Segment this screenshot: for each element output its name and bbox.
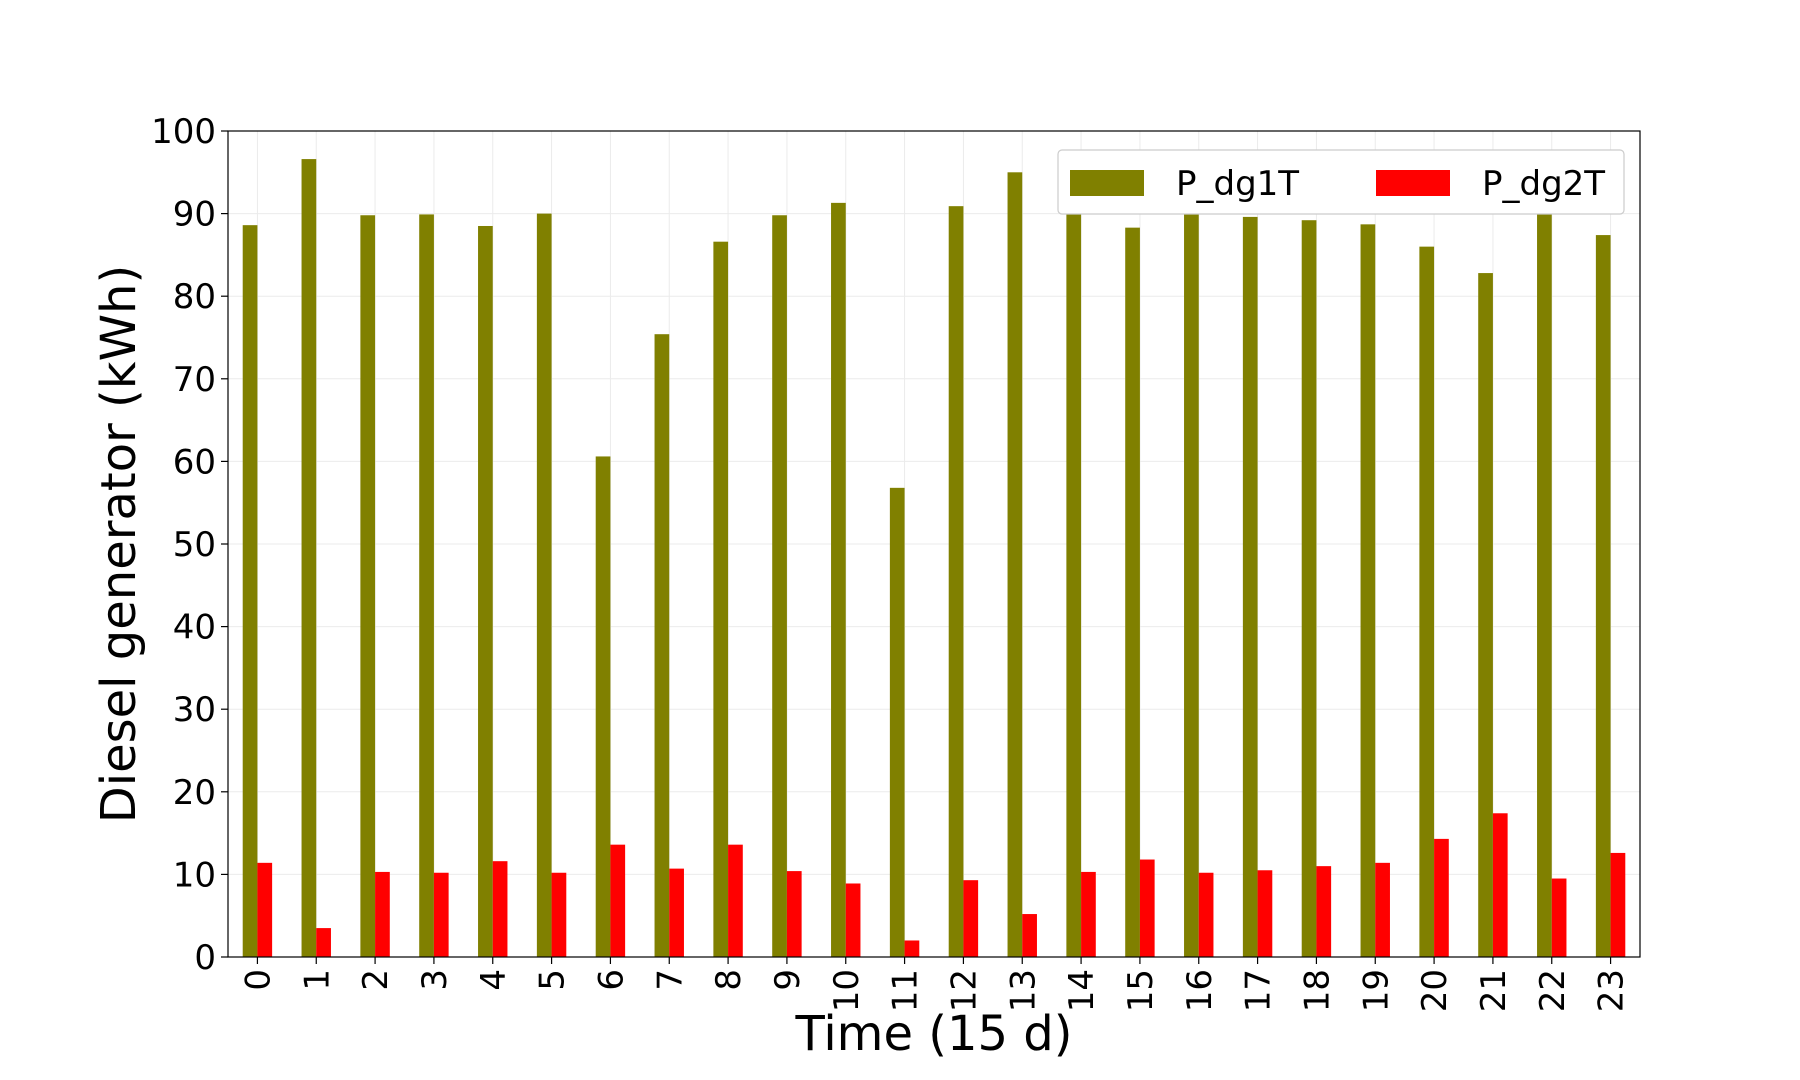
y-tick-label: 70 — [173, 360, 216, 400]
bar-p-dg1t — [1066, 214, 1082, 957]
bar-p-dg2t — [316, 928, 331, 957]
bar-p-dg2t — [1022, 914, 1037, 957]
legend-label-p-dg2t: P_dg2T — [1482, 164, 1605, 204]
bar-p-dg2t — [433, 872, 449, 957]
bar-p-dg1t — [1537, 208, 1552, 958]
bar-p-dg1t — [1007, 172, 1023, 958]
bar-p-dg1t — [1125, 227, 1140, 958]
bar-p-dg1t — [1301, 220, 1317, 957]
bar-p-dg1t — [301, 159, 317, 958]
bar-p-dg2t — [551, 872, 567, 957]
y-axis-ticks: 0 10 20 30 40 50 60 70 80 90 100 — [151, 112, 228, 978]
x-tick-label: 5 — [533, 969, 573, 991]
x-tick-label: 22 — [1533, 969, 1573, 1012]
bar-p-dg2t — [257, 862, 273, 957]
bar-p-dg1t — [478, 225, 493, 958]
legend-label-p-dg1t: P_dg1T — [1176, 164, 1299, 204]
bar-p-dg2t — [1492, 813, 1508, 957]
bar-p-dg2t — [1139, 859, 1155, 957]
bar-p-dg1t — [360, 215, 376, 957]
bar-p-dg2t — [1316, 866, 1332, 957]
bar-p-dg1t — [1419, 246, 1435, 957]
bar-p-dg2t — [1081, 871, 1096, 957]
legend: P_dg1T P_dg2T — [1057, 149, 1625, 215]
bar-p-dg1t — [242, 225, 258, 957]
x-tick-label: 18 — [1297, 969, 1337, 1012]
x-tick-label: 16 — [1180, 969, 1220, 1012]
bar-p-dg2t — [786, 871, 802, 957]
bar-p-dg1t — [831, 202, 846, 957]
x-tick-label: 13 — [1003, 969, 1043, 1012]
x-tick-label: 14 — [1062, 969, 1102, 1012]
bar-p-dg2t — [1257, 870, 1273, 957]
bar-p-dg1t — [1184, 214, 1199, 957]
bar-p-dg1t — [419, 214, 434, 957]
bar-p-dg1t — [1242, 216, 1258, 958]
bar-p-dg2t — [1551, 878, 1567, 957]
x-axis-ticks: 0 1 2 3 4 5 6 7 8 9 10 11 12 13 14 15 16 17 18 19 20 21 22 23 — [238, 957, 1632, 1012]
y-tick-label: 10 — [173, 855, 216, 895]
bar-p-dg2t — [492, 861, 508, 957]
x-tick-label: 2 — [356, 969, 396, 991]
x-tick-label: 6 — [591, 969, 631, 991]
bar-p-dg1t — [654, 334, 670, 957]
legend-swatch-p-dg1t — [1070, 170, 1144, 196]
bar-p-dg2t — [1198, 872, 1214, 957]
bars — [242, 159, 1626, 958]
bar-p-dg2t — [963, 880, 979, 957]
bar-p-dg1t — [772, 215, 787, 957]
x-tick-label: 9 — [768, 969, 808, 991]
x-tick-label: 4 — [474, 969, 514, 991]
bar-p-dg1t — [1478, 273, 1493, 957]
y-tick-label: 30 — [173, 690, 216, 730]
y-tick-label: 80 — [173, 277, 216, 317]
x-tick-label: 11 — [886, 969, 926, 1012]
y-axis-label: Diesel generator (kWh) — [91, 265, 147, 823]
bar-p-dg2t — [375, 871, 390, 957]
bar-p-dg2t — [669, 868, 684, 957]
x-tick-label: 0 — [238, 969, 278, 991]
y-tick-label: 100 — [151, 112, 216, 152]
x-tick-label: 3 — [415, 969, 455, 991]
bar-p-dg2t — [728, 844, 743, 957]
bar-p-dg2t — [610, 844, 626, 957]
bar-p-dg1t — [713, 241, 729, 957]
x-tick-label: 7 — [650, 969, 690, 991]
bar-p-dg2t — [1434, 838, 1449, 957]
bar-p-dg2t — [1375, 862, 1390, 957]
legend-swatch-p-dg2t — [1376, 170, 1450, 196]
x-tick-label: 23 — [1592, 969, 1632, 1012]
y-tick-label: 90 — [173, 195, 216, 235]
bar-p-dg2t — [1610, 852, 1626, 957]
bar-p-dg1t — [889, 487, 905, 957]
bar-p-dg1t — [595, 456, 611, 957]
y-tick-label: 20 — [173, 773, 216, 813]
y-tick-label: 60 — [173, 442, 216, 482]
x-tick-label: 19 — [1356, 969, 1396, 1012]
y-tick-label: 0 — [194, 938, 216, 978]
bar-p-dg1t — [948, 206, 964, 957]
bar-p-dg2t — [904, 940, 920, 957]
legend-box — [1057, 149, 1625, 215]
y-tick-label: 40 — [173, 608, 216, 648]
bar-p-dg2t — [845, 883, 861, 957]
x-axis-label: Time (15 d) — [795, 1006, 1073, 1062]
y-tick-label: 50 — [173, 525, 216, 565]
x-tick-label: 12 — [944, 969, 984, 1012]
x-tick-label: 20 — [1415, 969, 1455, 1012]
x-tick-label: 8 — [709, 969, 749, 991]
bar-p-dg1t — [1360, 224, 1376, 957]
x-tick-label: 21 — [1474, 969, 1514, 1012]
x-tick-label: 17 — [1239, 969, 1279, 1012]
x-tick-label: 1 — [297, 969, 337, 991]
bar-p-dg1t — [1595, 235, 1611, 958]
x-tick-label: 15 — [1121, 969, 1161, 1012]
x-tick-label: 10 — [827, 969, 867, 1012]
bar-p-dg1t — [536, 213, 552, 958]
